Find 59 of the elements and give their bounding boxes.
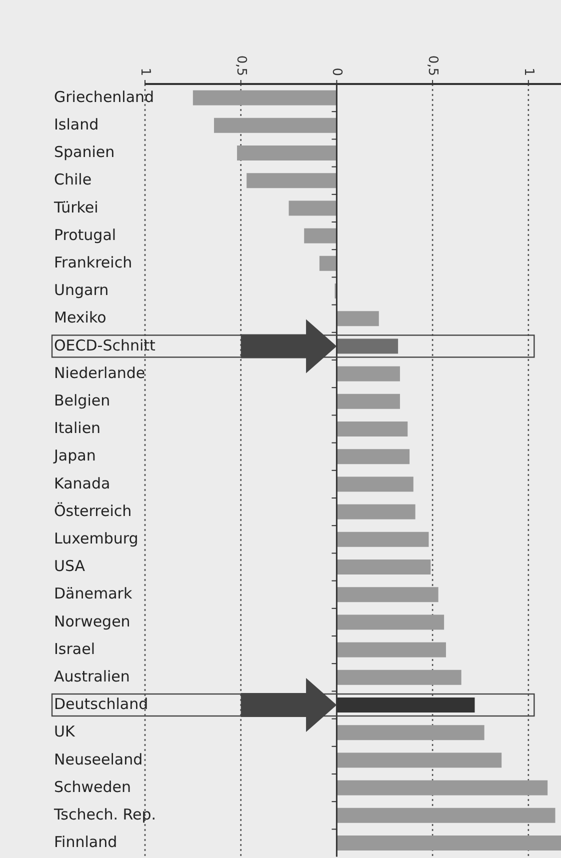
bar [336, 449, 410, 464]
bar [246, 173, 337, 188]
bar [336, 532, 429, 547]
bar [336, 587, 438, 602]
y-tick-label: Australien [54, 667, 130, 686]
y-tick-label: Japan [53, 446, 96, 465]
y-tick-label: Deutschland [54, 695, 148, 714]
bar [214, 118, 337, 133]
y-tick-label: Norwegen [54, 612, 130, 630]
bar [336, 476, 414, 492]
y-tick-label: OECD-Schnitt [54, 336, 156, 354]
y-tick-label: Chile [54, 170, 92, 189]
bar [192, 90, 337, 106]
y-tick-label: Österreich [54, 502, 132, 520]
y-tick-label: Protugal [54, 226, 116, 244]
y-tick-label: UK [54, 722, 76, 741]
y-tick-label: Kanada [54, 474, 110, 492]
y-tick-label: USA [54, 557, 86, 576]
y-tick-label: Niederlande [54, 364, 146, 382]
bar [237, 146, 337, 160]
y-tick-label: Island [54, 115, 99, 134]
y-tick-label: Spanien [54, 143, 115, 162]
bar [336, 504, 416, 520]
bar [336, 670, 462, 685]
bar [336, 642, 446, 658]
y-tick-label: Neuseeland [54, 750, 143, 768]
bar [336, 422, 408, 436]
y-tick-label: Luxemburg [54, 529, 138, 548]
y-tick-label: Israel [54, 640, 95, 658]
x-tick-label: 1 [520, 68, 536, 76]
bar [336, 808, 556, 823]
y-tick-label: Mexiko [54, 308, 106, 327]
x-tick-label: 0 [329, 68, 344, 76]
x-tick-label: 1 [137, 68, 152, 76]
bar [336, 366, 400, 382]
bar [336, 752, 502, 768]
y-tick-label: Frankreich [54, 253, 132, 272]
y-tick-label: Schweden [54, 778, 132, 796]
x-tick-label: 0,5 [233, 55, 248, 76]
bar [304, 228, 337, 244]
bar [336, 780, 548, 796]
x-tick-label: 0,5 [424, 55, 440, 76]
y-tick-label: Tschech. Rep. [53, 805, 156, 824]
bar [336, 560, 431, 574]
bar [288, 200, 337, 216]
bar [336, 836, 561, 850]
y-tick-label: Dänemark [54, 584, 132, 603]
bar [336, 338, 398, 354]
bar [336, 725, 484, 740]
y-tick-label: Türkei [53, 198, 98, 216]
bar [319, 256, 337, 271]
y-tick-label: Ungarn [54, 281, 109, 300]
y-tick-label: Belgien [54, 391, 110, 410]
bar [336, 614, 444, 630]
y-tick-label: Finnland [54, 833, 118, 852]
bar [336, 394, 400, 409]
y-tick-label: Griechenland [54, 88, 154, 106]
y-tick-label: Italien [54, 419, 101, 438]
bar [336, 311, 379, 326]
